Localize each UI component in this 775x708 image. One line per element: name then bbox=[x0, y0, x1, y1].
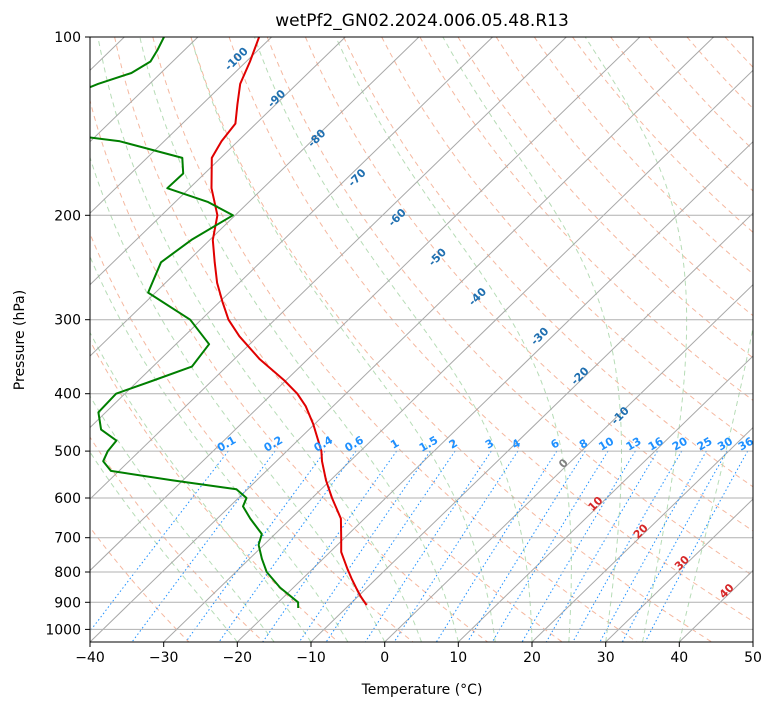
moist-adiabat-line bbox=[90, 255, 349, 642]
isotherm-line bbox=[605, 498, 753, 642]
x-tick-label: 0 bbox=[380, 650, 389, 666]
y-tick-label: 100 bbox=[54, 30, 81, 46]
mixing-ratio-line bbox=[262, 450, 398, 642]
y-tick-label: 700 bbox=[54, 531, 81, 547]
x-tick-label: 40 bbox=[670, 650, 688, 666]
dry-adiabat-line bbox=[114, 37, 563, 642]
y-tick-label: 500 bbox=[54, 444, 81, 460]
plot-area bbox=[90, 37, 753, 642]
dry-adiabat-line bbox=[90, 526, 190, 642]
mixing-ratio-line bbox=[218, 450, 357, 642]
isotherm-line bbox=[384, 283, 753, 642]
isotherm-line bbox=[90, 37, 272, 214]
dry-adiabat-line bbox=[304, 37, 753, 532]
moist-adiabat-line bbox=[90, 395, 275, 642]
dewpoint-profile bbox=[90, 37, 300, 609]
x-tick-label: 30 bbox=[597, 650, 615, 666]
mixing-ratio-line bbox=[599, 450, 707, 642]
dry-adiabat-line bbox=[457, 37, 753, 359]
plot-frame bbox=[89, 36, 754, 643]
isotherm-line bbox=[90, 37, 641, 572]
y-tick-label: 400 bbox=[54, 387, 81, 403]
mixing-ratio-line bbox=[491, 450, 609, 642]
y-tick-label: 800 bbox=[54, 565, 81, 581]
isotherm-line bbox=[90, 37, 420, 357]
y-axis-label: Pressure (hPa) bbox=[12, 290, 28, 390]
mixing-ratio-line bbox=[185, 450, 326, 642]
y-tick-label: 600 bbox=[54, 491, 81, 507]
dry-adiabat-line bbox=[533, 37, 753, 275]
dry-adiabat-line bbox=[228, 37, 753, 622]
mixing-ratio-line bbox=[325, 450, 456, 642]
x-tick-label: −10 bbox=[296, 650, 326, 666]
dry-adiabat-line bbox=[648, 37, 753, 151]
isotherm-line bbox=[90, 37, 493, 429]
isotherm-line bbox=[310, 212, 753, 642]
mixing-ratio-line bbox=[90, 450, 229, 633]
mixing-ratio-line bbox=[435, 450, 558, 642]
moist-adiabat-line bbox=[335, 37, 572, 642]
isotherm-line bbox=[90, 37, 714, 642]
isotherm-line bbox=[90, 37, 346, 286]
moist-adiabat-line bbox=[97, 37, 422, 642]
dry-adiabat-line bbox=[572, 37, 753, 233]
dry-adiabat-line bbox=[190, 37, 712, 642]
mixing-ratio-line bbox=[298, 450, 431, 642]
moist-adiabat-line bbox=[90, 451, 238, 642]
moist-adiabat-line bbox=[584, 37, 688, 642]
y-tick-label: 300 bbox=[54, 313, 81, 329]
mixing-ratio-line bbox=[621, 450, 728, 642]
dry-adiabat-line bbox=[266, 37, 753, 577]
dry-adiabat-line bbox=[90, 232, 414, 642]
y-tick-label: 900 bbox=[54, 595, 81, 611]
y-tick-label: 1000 bbox=[45, 622, 81, 638]
mixing-ratio-line bbox=[572, 450, 683, 642]
axes: −40 −30 −20 −10 0 10 20 30 40 50 100 200 300 400 500 60… bbox=[45, 30, 762, 666]
mixing-ratio-line bbox=[467, 450, 586, 642]
y-tick-label: 200 bbox=[54, 208, 81, 224]
isotherm-line bbox=[163, 69, 753, 642]
x-tick-label: −20 bbox=[223, 650, 253, 666]
x-tick-label: 10 bbox=[449, 650, 467, 666]
mixing-ratio-label: 36 bbox=[736, 434, 756, 453]
dry-adiabat-line bbox=[343, 37, 753, 488]
x-tick-label: −30 bbox=[149, 650, 179, 666]
dry-adiabat-line bbox=[419, 37, 753, 401]
dry-adiabat-line bbox=[152, 37, 638, 642]
x-tick-label: −40 bbox=[75, 650, 105, 666]
dry-adiabat-line bbox=[90, 98, 488, 642]
moist-adiabat-line bbox=[190, 37, 496, 642]
isotherm-line bbox=[90, 37, 567, 500]
mixing-ratio-line bbox=[644, 450, 749, 642]
mixing-ratio-line bbox=[521, 450, 636, 642]
x-tick-label: 20 bbox=[523, 650, 541, 666]
x-axis-label: Temperature (°C) bbox=[361, 682, 483, 698]
x-tick-label: 50 bbox=[744, 650, 762, 666]
chart-title: wetPf2_GN02.2024.006.05.48.R13 bbox=[275, 11, 569, 31]
isotherm-line bbox=[531, 426, 753, 642]
mixing-ratio-line bbox=[545, 450, 658, 642]
moist-adiabat-line bbox=[442, 37, 622, 642]
isotherm-line bbox=[457, 355, 753, 642]
temperature-profile bbox=[210, 37, 368, 606]
